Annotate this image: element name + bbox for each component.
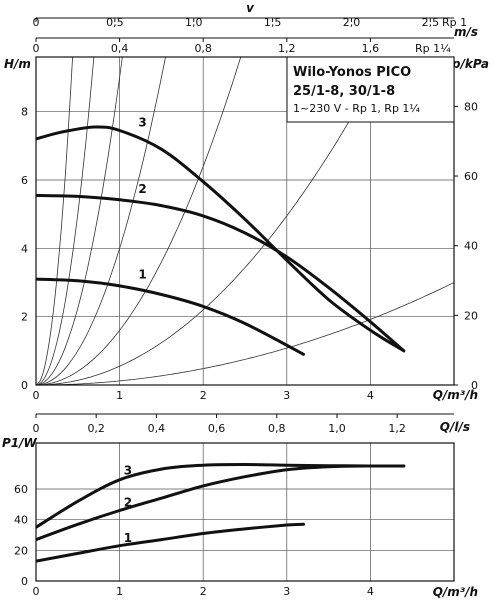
velocity-axes: v m/s Rp 1 Rp 1¼ 0 0,5 1,0 1,5 2,0 2,5 0 0,4 0,… (33, 1, 479, 55)
power-y-tick-label: 0 (21, 575, 28, 588)
v-rp114-tick-label: 1,2 (278, 42, 296, 55)
system-curve (36, 282, 454, 385)
v-rp1-tick-label: 2,5 (422, 16, 440, 29)
power-curve-label: 3 (124, 463, 132, 477)
power-y-axis-label: P1/W (2, 436, 38, 450)
v-rp114-tick-label: 0,4 (111, 42, 129, 55)
pressure-tick-label: 60 (464, 170, 478, 183)
system-curve (36, 57, 166, 385)
pressure-y-axis-label: p/kPa (451, 57, 489, 71)
ls-tick-label: 0,4 (148, 422, 166, 435)
ls-tick-label: 0,8 (268, 422, 286, 435)
power-x-tick-label: 3 (283, 585, 290, 598)
power-x-tick-label: 0 (33, 585, 40, 598)
pressure-tick-label: 0 (471, 379, 478, 392)
head-x-axis-label: Q/m³/h (433, 388, 478, 402)
chart-subtitle-voltage: 1~230 V - Rp 1, Rp 1¼ (293, 102, 420, 115)
head-curve-2 (36, 193, 406, 353)
head-y-tick-label: 6 (21, 174, 28, 187)
head-curve-3 (36, 125, 406, 353)
v-rp1-tick-label: 1,0 (185, 16, 203, 29)
head-panel: 0 2 4 6 8 0 20 40 60 80 0 1 2 3 4 1 2 3 H/m p/kPa Q/m³… (4, 56, 489, 402)
power-top-axis-label: Q/l/s (440, 420, 470, 434)
system-curve (36, 57, 95, 385)
power-curve-label: 1 (124, 531, 132, 545)
pressure-tick-label: 40 (464, 240, 478, 253)
power-curve-1 (36, 522, 305, 563)
v-rp114-tick-label: 0 (33, 42, 40, 55)
head-x-tick-label: 0 (33, 389, 40, 402)
v-rp1-tick-label: 2,0 (343, 16, 361, 29)
head-curve-label: 3 (138, 115, 146, 129)
power-y-tick-label: 20 (14, 544, 28, 557)
power-curve-3 (36, 462, 406, 529)
head-y-tick-label: 2 (21, 311, 28, 324)
head-y-axis-label: H/m (4, 57, 31, 71)
v-rp1-tick-label: 1,5 (264, 16, 282, 29)
v-rp1-tick-label: 0 (33, 16, 40, 29)
power-y-tick-label: 40 (14, 514, 28, 527)
power-x-tick-label: 2 (200, 585, 207, 598)
head-curve-label: 2 (138, 182, 146, 196)
ls-tick-label: 0,2 (87, 422, 105, 435)
head-y-tick-label: 0 (21, 379, 28, 392)
power-x-tick-label: 1 (116, 585, 123, 598)
head-curve-1 (36, 277, 305, 356)
ls-tick-label: 0,6 (208, 422, 226, 435)
chart-title: Wilo-Yonos PICO (293, 65, 411, 80)
head-x-tick-label: 2 (200, 389, 207, 402)
rp1-label: Rp 1 (442, 16, 467, 29)
system-curve (36, 57, 242, 385)
head-y-tick-label: 4 (21, 242, 28, 255)
power-curve-label: 2 (124, 496, 132, 510)
ls-tick-label: 1,0 (328, 422, 346, 435)
v-rp114-tick-label: 0,8 (194, 42, 212, 55)
pressure-tick-label: 80 (464, 100, 478, 113)
system-curve (36, 57, 386, 385)
head-curve-label: 1 (138, 268, 146, 282)
power-x-axis-label: Q/m³/h (433, 585, 478, 599)
head-x-tick-label: 1 (116, 389, 123, 402)
power-y-tick-label: 60 (14, 483, 28, 496)
v-axis-label: v (246, 1, 255, 15)
ls-tick-label: 1,2 (388, 422, 406, 435)
ls-tick-label: 0 (33, 422, 40, 435)
head-x-tick-label: 3 (283, 389, 290, 402)
pressure-tick-label: 20 (464, 309, 478, 322)
rp114-label: Rp 1¼ (415, 42, 451, 55)
v-rp1-tick-label: 0,5 (106, 16, 124, 29)
v-rp114-tick-label: 1,6 (362, 42, 380, 55)
chart-subtitle: 25/1-8, 30/1-8 (293, 84, 395, 99)
ms-unit-label: m/s (454, 25, 478, 39)
power-curve-2 (36, 464, 406, 542)
system-curve (36, 57, 73, 385)
power-x-tick-label: 4 (367, 585, 374, 598)
head-x-tick-label: 4 (367, 389, 374, 402)
head-y-tick-label: 8 (21, 106, 28, 119)
